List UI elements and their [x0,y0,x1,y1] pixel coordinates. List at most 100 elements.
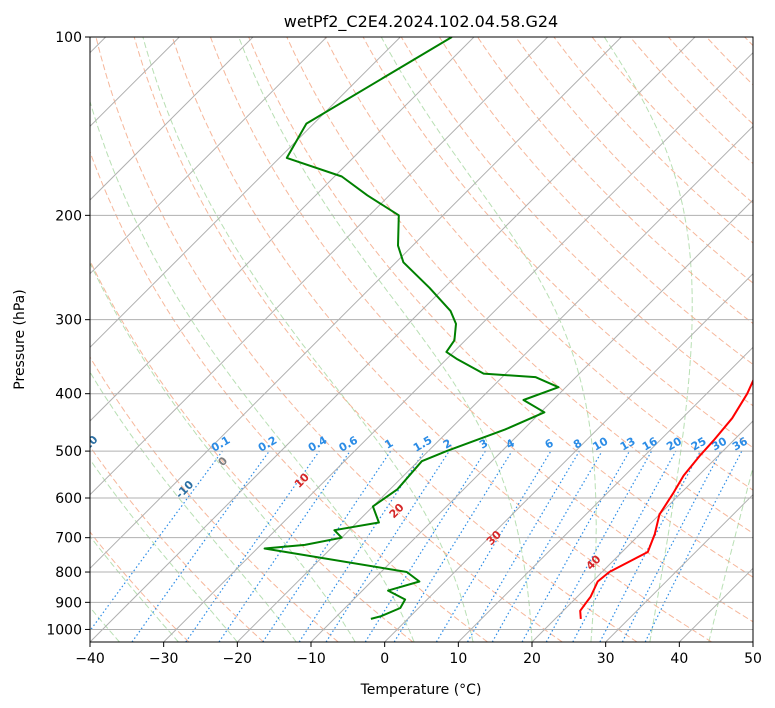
mixing-ratio-line [466,450,580,642]
dry-adiabat-line [744,37,753,47]
y-tick-label: 200 [55,208,82,224]
plot-frame [89,36,754,643]
mixing-ratio-line [621,450,722,642]
isotherm-line [163,51,753,642]
isotherm-line [90,37,475,422]
dry-adiabat-line [133,37,638,642]
moist-adiabat-line [90,99,415,642]
moist-adiabat-line [90,371,297,642]
dry-adiabat-line [477,37,753,325]
dry-adiabat-label: 30 [484,528,504,548]
dry-adiabat-line [400,37,753,407]
y-tick-label: 300 [55,313,82,329]
y-axis-label: Pressure (hPa) [12,289,28,389]
mixing-ratio-line [435,450,552,642]
isotherm-line [90,37,622,570]
dry-adiabat-line [286,37,753,534]
mixing-ratio-line [90,450,223,632]
moist-adiabat-line [238,37,533,642]
isotherm-line [605,493,753,642]
mixing-ratio-line [521,450,631,642]
mixing-ratio-line [131,450,270,642]
dry-adiabat-line [210,37,753,623]
mixing-ratio-label: 4 [504,436,517,451]
moist-adiabat-line [90,458,238,642]
isotherm-line [90,37,696,642]
dry-adiabat-line [438,37,753,365]
y-tick-label: 500 [55,444,82,460]
dry-adiabats [90,37,753,642]
isotherm-line [531,420,753,642]
mixing-ratio-label: 6 [543,436,556,451]
dry-adiabat-line [90,445,264,642]
x-tick-label: 0 [380,651,389,667]
dry-adiabat-label: 0 [216,454,231,469]
x-tick-label: −40 [75,651,105,667]
moist-adiabat-line [380,37,597,642]
x-tick-label: −20 [223,651,253,667]
dry-adiabat-line [591,37,753,204]
dry-adiabat-line [629,37,753,165]
dry-adiabat-line [324,37,753,491]
isobars [90,37,753,630]
y-tick-label: 600 [55,491,82,507]
profile-series [263,37,753,620]
dewpoint-profile-line [263,37,560,620]
dry-adiabat-line [90,150,488,642]
y-tick-label: 800 [55,565,82,581]
y-axis: 100 200 300 400 500 600 700 800 900 1000 [46,30,90,638]
y-tick-label: 400 [55,387,82,403]
dry-adiabat-line [90,531,190,642]
isotherms [90,37,753,642]
y-tick-label: 700 [55,531,82,547]
x-axis: −40 −30 −20 −10 0 10 20 30 40 50 [75,642,762,667]
moist-adiabat-line [90,262,356,642]
dry-adiabat-line [95,37,563,642]
x-tick-label: −30 [149,651,179,667]
dry-adiabat-line [668,37,753,125]
isotherm-line [384,272,753,642]
mixing-ratio-lines [90,450,743,642]
isotherm-line [678,567,753,642]
isotherm-line [90,37,549,496]
x-tick-label: 30 [597,651,615,667]
isotherm-line [90,37,254,201]
moist-adiabat-line [768,37,775,642]
mixing-ratio-line [364,450,486,642]
isotherm-line [236,125,753,642]
moist-adiabat-line [708,465,753,642]
x-tick-label: 50 [744,651,762,667]
x-axis-label: Temperature (°C) [360,682,482,698]
y-tick-label: 900 [55,595,82,611]
mixing-ratio-line [644,450,743,642]
x-tick-label: −10 [296,651,326,667]
dry-adiabat-line [706,37,753,86]
plot-area: -100-90-80-70-60-50-40-30-20-10010203040… [77,37,775,642]
mixing-ratio-line [545,450,653,642]
mixing-ratio-line [393,450,513,642]
x-tick-label: 20 [523,651,541,667]
dry-adiabat-line [90,259,414,642]
moist-adiabat-line [142,37,474,642]
dry-adiabat-line [90,356,339,642]
temperature-profile-line [579,378,753,619]
x-tick-label: 40 [670,651,688,667]
chart-title: wetPf2_C2E4.2024.102.04.58.G24 [284,12,558,32]
isotherm-line [90,37,401,349]
y-tick-label: 1000 [46,622,82,638]
isotherm-line [457,346,753,642]
dry-adiabat-line [515,37,753,284]
dry-adiabat-label: 40 [584,552,604,572]
mixing-ratio-line [572,450,677,642]
dry-adiabat-line [553,37,753,244]
isotherm-line [752,641,753,642]
moist-adiabats [90,37,775,642]
x-tick-label: 10 [449,651,467,667]
dry-adiabat-label: -20 [77,433,100,456]
y-tick-label: 100 [55,30,82,46]
isotherm-line [90,37,328,275]
mixing-ratio-line [185,450,320,642]
moist-adiabat-line [90,535,179,642]
mixing-ratio-line [218,450,351,642]
